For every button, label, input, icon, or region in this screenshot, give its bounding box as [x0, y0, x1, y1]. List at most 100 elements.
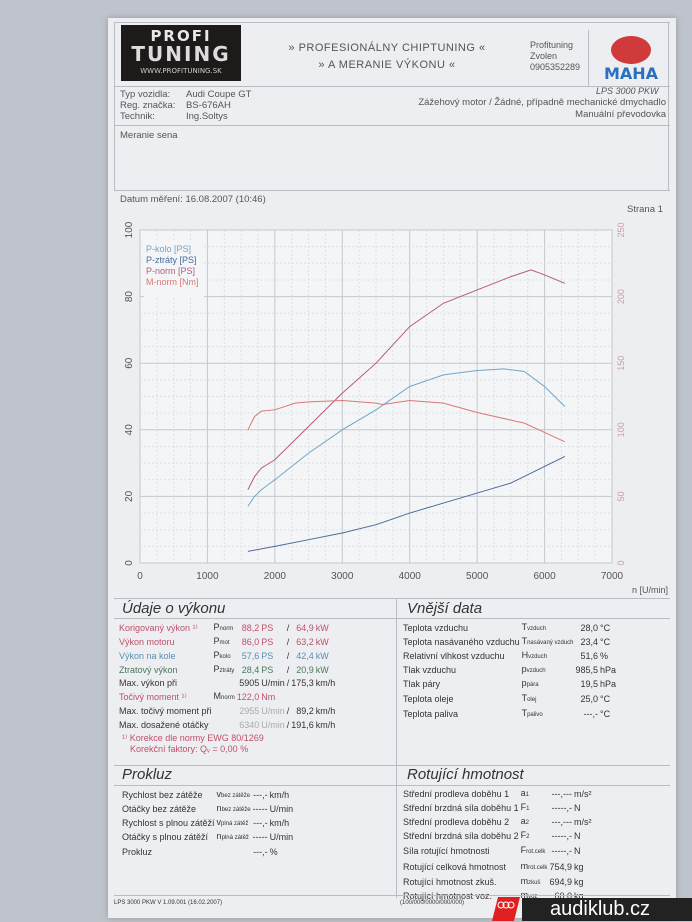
legend-entry: P-ztráty [PS] — [146, 255, 197, 265]
y-tick-label: 60 — [124, 357, 135, 369]
unit: km/h — [315, 678, 336, 688]
empty — [290, 689, 315, 705]
engine-type: Zážehový motor / Žádné, případně mechani… — [418, 97, 666, 108]
separator: / — [286, 706, 290, 716]
series-line-2 — [247, 269, 565, 490]
symbol: mrot.celk — [520, 861, 548, 871]
correction-note: ¹⁾ Korekce dle normy EWG 80/1269 — [122, 733, 264, 743]
value: 985,5 — [575, 665, 598, 675]
symbol-subscript: plná zátěž — [221, 821, 249, 827]
symbol: F2 — [520, 830, 530, 840]
slip-title: Prokluz — [122, 766, 173, 783]
logo-text-main: TUNING — [131, 42, 231, 66]
unit: km/h — [315, 720, 336, 730]
separator: / — [286, 623, 290, 633]
value: 754,9 — [549, 862, 572, 872]
value: ---,- — [583, 709, 599, 719]
symbol: Pnorm — [213, 622, 234, 632]
separator: / — [286, 665, 290, 675]
value: 60,0 — [554, 891, 572, 901]
company-phone: 0905352289 — [530, 62, 581, 72]
value: ----- — [252, 832, 268, 842]
unit: N — [573, 831, 581, 841]
unit: U/min — [269, 804, 294, 814]
legend-entry: M-norm [Nm] — [146, 277, 199, 287]
symbol: pvzduch — [521, 664, 546, 674]
table-row: Korigovaný výkon ¹⁾ Pnorm 88,2 PS / 64,9 kW — [118, 621, 336, 635]
x-tick-label: 7000 — [601, 571, 624, 582]
row-label: Střední prodleva doběhu 2 — [403, 817, 510, 827]
row-label: Relativní vlhkost vzduchu — [403, 651, 505, 661]
symbol — [216, 844, 252, 860]
table-row: Relativní vlhkost vzduchu Hvzduch 51,6% — [402, 649, 617, 663]
row-label: Teplota vzduchu — [403, 623, 469, 633]
value: 42,4 — [296, 651, 314, 661]
symbol-subscript: 1 — [525, 792, 529, 798]
symbol: Frot.celk — [520, 845, 546, 855]
value: -----,- — [551, 846, 572, 856]
x-tick-label: 0 — [137, 571, 143, 582]
row-label: Rotující hmotnost zkuš. — [403, 877, 497, 887]
y-tick-label: 20 — [124, 490, 135, 502]
x-axis-label: n [U/min] — [632, 585, 668, 595]
symbol: Tolej — [521, 693, 537, 703]
table-row: Max. výkon při 5905 U/min/175,3 km/h — [118, 677, 336, 689]
headline-2: » a meranie výkonu « — [318, 59, 456, 71]
headline-1: » Profesionálny Chiptuning « — [288, 42, 486, 54]
unit: kg — [573, 891, 584, 901]
y2-tick-label: 0 — [616, 560, 626, 565]
unit: U/min — [269, 832, 294, 842]
symbol-subscript: olej — [527, 697, 537, 703]
table-row: Rotující celková hmotnost mrot.celk 754,9 k… — [402, 859, 592, 875]
row-label: Teplota nasávaného vzduchu — [403, 637, 520, 647]
row-label: Výkon motoru — [119, 637, 175, 647]
symbol-subscript: nasávaný vzduch — [527, 640, 574, 646]
y-tick-label: 80 — [124, 291, 135, 303]
power-torque-chart: 0 1000 2000 3000 4000 5000 6000 700002040608010… — [124, 222, 668, 595]
unit: °C — [600, 694, 611, 704]
legend-entry: P-kolo [PS] — [146, 244, 191, 254]
slip-table: Rychlost bez zátěže vbez zátěže ---,- km/h O… — [121, 788, 294, 860]
table-row: Rychlost s plnou zátěží vplná zátěž ---,- k… — [121, 816, 294, 830]
symbol-subscript: vzduch — [526, 668, 546, 674]
unit: km/h — [269, 790, 290, 800]
table-row: Střední brzdná síla doběhu 1 F1 -----,- N — [402, 801, 592, 815]
row-label: Výkon na kole — [119, 651, 176, 661]
symbol: Tnasávaný vzduch — [521, 636, 574, 646]
unit: km/h — [269, 818, 290, 828]
row-label: Točivý moment ¹⁾ — [119, 692, 187, 702]
unit: kW — [315, 665, 329, 675]
footer-code: (100/000/0000/000/000) — [400, 900, 465, 906]
value: 5905 — [239, 678, 260, 688]
maha-logo: MAHA — [604, 36, 659, 82]
unit: °C — [600, 637, 611, 647]
symbol: a1 — [520, 788, 529, 798]
unit: kg — [573, 862, 584, 872]
performance-title: Údaje o výkonu — [122, 600, 226, 617]
symbol-subscript: vzduch — [527, 626, 547, 632]
performance-table: Korigovaný výkon ¹⁾ Pnorm 88,2 PS/64,9 kW Výk… — [118, 621, 336, 733]
value: 63,2 — [296, 637, 314, 647]
page-number: Strana 1 — [627, 204, 663, 215]
value: ---,--- — [551, 789, 572, 799]
symbol: Mnorm — [213, 691, 235, 701]
rotating-table: Střední prodleva doběhu 1 a1 ---,--- m/s² St… — [402, 787, 592, 903]
symbol: ppára — [521, 678, 539, 688]
audiklub-logo-icon — [492, 897, 692, 921]
x-tick-label: 2000 — [264, 571, 287, 582]
unit: kg — [573, 877, 584, 887]
y2-tick-label: 150 — [616, 356, 626, 371]
row-label: Ztratový výkon — [119, 665, 178, 675]
symbol: Tvzduch — [521, 622, 547, 632]
symbol: Hvzduch — [521, 650, 548, 660]
symbol-subscript: vzduch — [528, 654, 548, 660]
row-label: Otáčky s plnou zátěží — [122, 832, 209, 842]
row-label: Korigovaný výkon ¹⁾ — [119, 623, 198, 633]
table-row: Tlak páry ppára 19,5 hPa — [402, 677, 617, 691]
unit: % — [269, 847, 278, 857]
y2-tick-label: 50 — [616, 491, 626, 501]
row-label: Rychlost bez zátěže — [122, 790, 203, 800]
company-name: Profituning — [530, 40, 574, 50]
table-row: Síla rotující hmotnosti Frot.celk -----,- N — [402, 843, 592, 859]
value: 57,6 — [241, 651, 260, 661]
